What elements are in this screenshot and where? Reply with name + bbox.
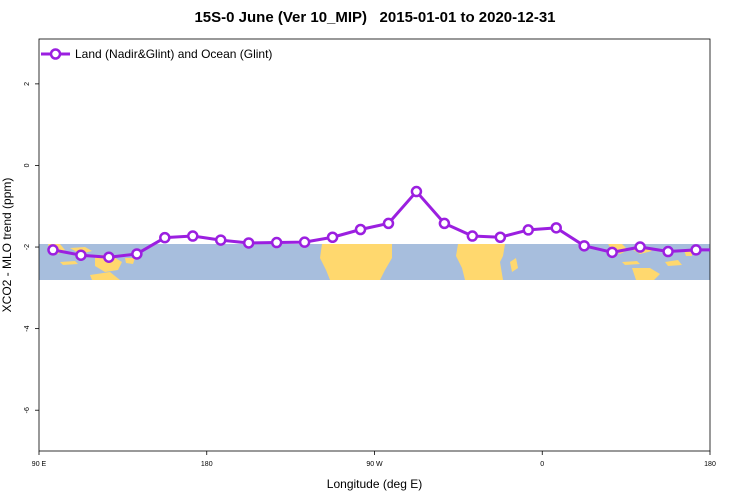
x-axis-label: Longitude (deg E) <box>327 477 422 491</box>
legend-marker-swatch <box>49 48 62 60</box>
data-point <box>578 240 590 252</box>
data-point <box>159 231 171 244</box>
x-tick-label: 90 E <box>32 461 47 468</box>
y-tick-label: -6 <box>24 407 31 413</box>
y-axis-label: XCO2 - MLO trend (ppm) <box>0 178 14 313</box>
land-masses <box>48 244 692 280</box>
y-tick-label: -4 <box>24 325 31 331</box>
data-point <box>662 245 674 258</box>
data-point <box>214 234 227 246</box>
data-point <box>466 230 479 242</box>
data-point <box>634 241 646 253</box>
data-point <box>326 231 339 243</box>
data-point <box>494 231 507 243</box>
chart-title: 15S-0 June (Ver 10_MIP) 2015-01-01 to 20… <box>194 9 556 26</box>
x-tick-label: 90 W <box>366 461 383 468</box>
data-point <box>270 236 283 249</box>
series-layer <box>47 185 728 263</box>
data-point <box>690 244 702 256</box>
data-point <box>438 217 451 230</box>
legend-label: Land (Nadir&Glint) and Ocean (Glint) <box>75 47 272 61</box>
x-tick-label: 180 <box>201 461 213 468</box>
x-tick-label: 180 <box>704 461 716 468</box>
data-point <box>719 245 728 254</box>
data-point <box>410 185 423 198</box>
y-tick-label: -2 <box>24 244 31 250</box>
x-axis: 90 E 180 90 W 0 180 <box>32 451 716 468</box>
y-axis: 2 0 -2 -4 -6 <box>24 82 39 413</box>
data-point <box>47 244 59 256</box>
y-tick-label: 0 <box>24 163 31 167</box>
data-point <box>522 224 535 236</box>
data-point <box>354 223 367 236</box>
legend: Land (Nadir&Glint) and Ocean (Glint) <box>41 47 272 61</box>
data-point <box>550 222 562 234</box>
y-tick-label: 2 <box>24 82 31 86</box>
data-point <box>298 236 311 248</box>
data-point <box>75 249 87 261</box>
data-point <box>382 217 395 230</box>
data-point <box>131 248 143 260</box>
data-point <box>242 237 255 249</box>
data-point <box>606 246 618 259</box>
x-tick-label: 0 <box>540 461 544 468</box>
data-point <box>187 230 199 242</box>
data-point <box>103 251 115 263</box>
